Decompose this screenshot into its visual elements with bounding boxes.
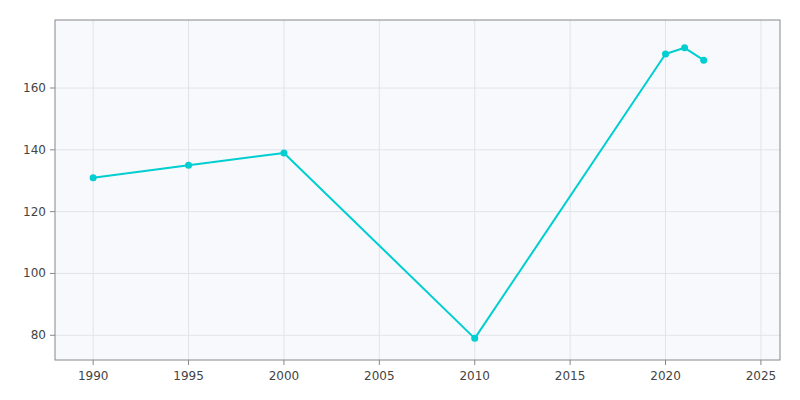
x-grid-line (379, 20, 380, 360)
x-grid-line (283, 20, 284, 360)
plot-area (90, 44, 708, 342)
line (93, 48, 704, 339)
x-tick-label: 2000 (269, 369, 300, 383)
x-tick-label: 2005 (364, 369, 395, 383)
x-tick (379, 360, 380, 365)
y-tick (50, 211, 55, 212)
y-grid-line (55, 335, 780, 336)
point (700, 57, 707, 64)
y-tick-label: 120 (23, 205, 46, 219)
x-grid-line (665, 20, 666, 360)
point (681, 44, 688, 51)
y-grid-line (55, 211, 780, 212)
y-tick (50, 88, 55, 89)
x-grid-line (570, 20, 571, 360)
x-tick-label: 1990 (78, 369, 109, 383)
x-tick-label: 1995 (173, 369, 204, 383)
x-tick-label: 2010 (459, 369, 490, 383)
x-tick (665, 360, 666, 365)
x-tick (283, 360, 284, 365)
x-tick-label: 2020 (650, 369, 681, 383)
x-tick-label: 2015 (555, 369, 586, 383)
x-tick (188, 360, 189, 365)
x-tick (93, 360, 94, 365)
x-tick-label: 2025 (746, 369, 777, 383)
y-tick (50, 335, 55, 336)
point (90, 174, 97, 181)
plot-background (55, 20, 780, 360)
point (471, 335, 478, 342)
y-tick-label: 80 (31, 328, 46, 342)
point (280, 149, 287, 156)
y-grid-line (55, 149, 780, 150)
point (662, 51, 669, 58)
y-tick-label: 100 (23, 266, 46, 280)
x-tick (570, 360, 571, 365)
x-grid-line (188, 20, 189, 360)
x-grid-line (760, 20, 761, 360)
grid (55, 20, 780, 360)
y-grid-line (55, 88, 780, 89)
x-grid-line (474, 20, 475, 360)
y-grid-line (55, 273, 780, 274)
chart: 1990 1995 2000 2005 2010 2015 2020 2025 80 100 120… (0, 0, 800, 400)
plot-frame (55, 20, 780, 360)
y-tick (50, 149, 55, 150)
y-tick-label: 160 (23, 81, 46, 95)
y-tick-label: 140 (23, 143, 46, 157)
x-tick (474, 360, 475, 365)
x-tick (760, 360, 761, 365)
y-tick (50, 273, 55, 274)
x-grid-line (93, 20, 94, 360)
point (185, 162, 192, 169)
